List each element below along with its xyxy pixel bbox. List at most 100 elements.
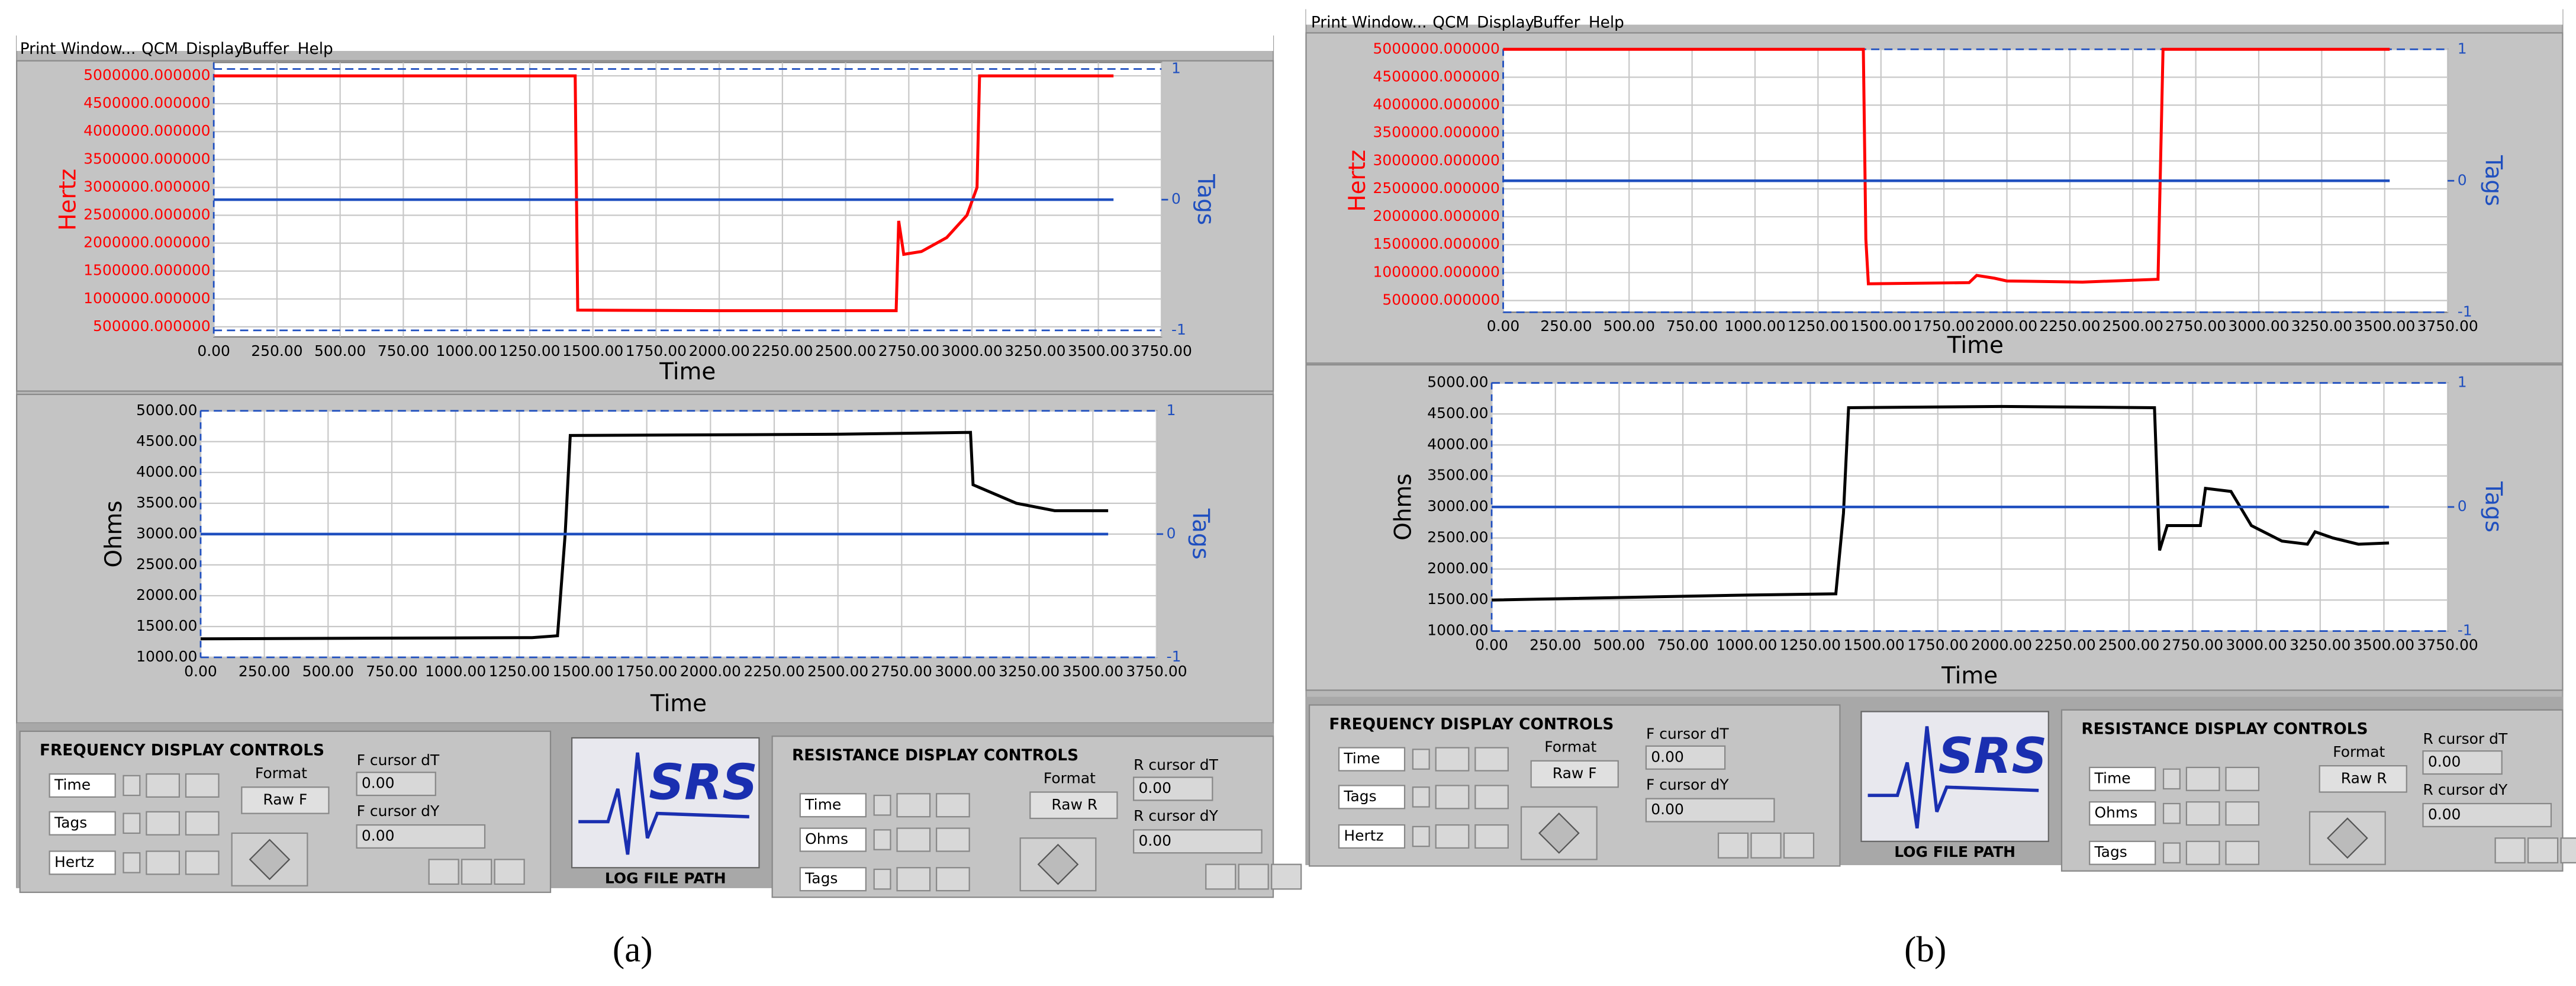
x-tick-label: 250.00 (239, 663, 290, 680)
cursor-tool-button[interactable] (1750, 832, 1782, 859)
x-tick-label: 3750.00 (1131, 342, 1192, 359)
y2-tick-label: -1 (2458, 303, 2472, 320)
cursor-dy-field (356, 824, 486, 849)
lock-icon[interactable] (123, 775, 141, 796)
x-tick-label: 750.00 (366, 663, 417, 680)
autoscale-button[interactable] (1435, 824, 1470, 849)
cursor-tool-button[interactable] (2494, 837, 2526, 863)
lock-icon[interactable] (123, 812, 141, 834)
x-tick-label: 3000.00 (941, 342, 1002, 359)
cursor-dy-label: R cursor dY (2423, 781, 2508, 798)
lock-icon[interactable] (1412, 826, 1430, 847)
axis-field (2089, 840, 2156, 865)
autoscale-button[interactable] (896, 827, 931, 852)
lock-icon[interactable] (873, 829, 891, 850)
x-tick-label: 3000.00 (2226, 637, 2287, 654)
y-tick-label: 2000000.000000 (83, 234, 210, 251)
autoscale-button[interactable] (1435, 747, 1470, 772)
autoscale-button[interactable] (146, 850, 180, 875)
cursor-dt-label: F cursor dT (357, 751, 440, 769)
autoscale-button[interactable] (896, 867, 931, 892)
lock-icon[interactable] (123, 852, 141, 873)
autoscale-button[interactable] (896, 793, 931, 818)
cursor-diamond[interactable] (249, 839, 291, 881)
cursor-diamond[interactable] (1538, 812, 1580, 854)
lock-icon[interactable] (2162, 842, 2181, 863)
format-button[interactable] (185, 811, 220, 836)
autoscale-button[interactable] (2185, 766, 2220, 791)
cursor-dt-field (2422, 750, 2503, 775)
y-tick-label: 4500000.000000 (1373, 68, 1500, 85)
format-button[interactable] (1474, 824, 1509, 849)
format-button[interactable] (936, 867, 970, 892)
menu-bar (1306, 0, 2563, 25)
autoscale-button[interactable] (2185, 840, 2220, 865)
menu-item: Buffer (1532, 14, 1580, 31)
cursor-tool-button[interactable] (461, 859, 492, 885)
format-button[interactable] (936, 793, 970, 818)
x-tick-label: 2250.00 (752, 342, 813, 359)
format-dropdown[interactable] (1530, 760, 1619, 788)
axis-name: Time (1343, 750, 1380, 767)
format-dropdown[interactable] (1029, 791, 1118, 820)
cursor-diamond[interactable] (2327, 817, 2368, 859)
format-button[interactable] (1474, 747, 1509, 772)
axis-field (1338, 747, 1406, 772)
autoscale-button[interactable] (146, 811, 180, 836)
x-tick-label: 1250.00 (499, 342, 560, 359)
lock-icon[interactable] (1412, 749, 1430, 770)
cursor-tool-button[interactable] (494, 859, 525, 885)
y2-tick-label: 0 (1171, 190, 1181, 207)
axis-name: Hertz (54, 853, 94, 871)
cursor-dt-label: R cursor dT (2423, 730, 2508, 747)
lock-icon[interactable] (873, 868, 891, 890)
format-value: Raw R (2341, 769, 2387, 786)
autoscale-button[interactable] (1435, 785, 1470, 810)
x-tick-label: 1500.00 (1843, 637, 1904, 654)
y-tick-label: 4000000.000000 (83, 122, 210, 139)
format-button[interactable] (2225, 801, 2260, 826)
autoscale-button[interactable] (2185, 801, 2220, 826)
y-tick-label: 3500.00 (136, 494, 197, 511)
lock-icon[interactable] (1412, 786, 1430, 808)
cursor-tool-button[interactable] (1783, 832, 1815, 859)
data-line (1492, 404, 2390, 602)
x-tick-label: 500.00 (1593, 637, 1645, 654)
cursor-diamond[interactable] (1037, 843, 1079, 885)
format-button[interactable] (1474, 785, 1509, 810)
y-tick-label: 2500.00 (136, 555, 197, 573)
x-tick-label: 3750.00 (2417, 637, 2478, 654)
autoscale-button[interactable] (146, 773, 180, 798)
y2-axis-label: Tags (2480, 155, 2507, 206)
cursor-tool-button[interactable] (428, 859, 459, 885)
x-tick-label: 500.00 (314, 342, 366, 359)
x-tick-label: 3250.00 (999, 663, 1060, 680)
cursor-tool-button[interactable] (1238, 863, 1269, 890)
x-tick-label: 2000.00 (1976, 317, 2037, 335)
cursor-tool-button[interactable] (2560, 837, 2576, 863)
x-tick-label: 2750.00 (871, 663, 932, 680)
x-tick-label: 3500.00 (2353, 637, 2414, 654)
format-button[interactable] (936, 827, 970, 852)
cursor-tool-button[interactable] (2527, 837, 2559, 863)
y2-tick-label: 1 (1167, 402, 1176, 419)
format-button[interactable] (185, 773, 220, 798)
format-value: Raw F (1553, 765, 1597, 782)
y2-axis-label: Tags (1187, 508, 1214, 560)
menu-item: QCM (1432, 14, 1469, 31)
lock-icon[interactable] (2162, 768, 2181, 790)
lock-icon[interactable] (873, 794, 891, 816)
y-tick-label: 2000000.000000 (1373, 207, 1500, 224)
cursor-dy-field (1645, 798, 1775, 823)
lock-icon[interactable] (2162, 802, 2181, 824)
format-button[interactable] (2225, 766, 2260, 791)
format-button[interactable] (2225, 840, 2260, 865)
format-dropdown[interactable] (241, 786, 330, 814)
format-button[interactable] (185, 850, 220, 875)
format-dropdown[interactable] (2319, 765, 2407, 793)
x-tick-label: 2250.00 (2034, 637, 2095, 654)
cursor-tool-button[interactable] (1717, 832, 1749, 859)
x-tick-label: 2500.00 (2098, 637, 2159, 654)
cursor-tool-button[interactable] (1271, 863, 1302, 890)
cursor-tool-button[interactable] (1205, 863, 1237, 890)
